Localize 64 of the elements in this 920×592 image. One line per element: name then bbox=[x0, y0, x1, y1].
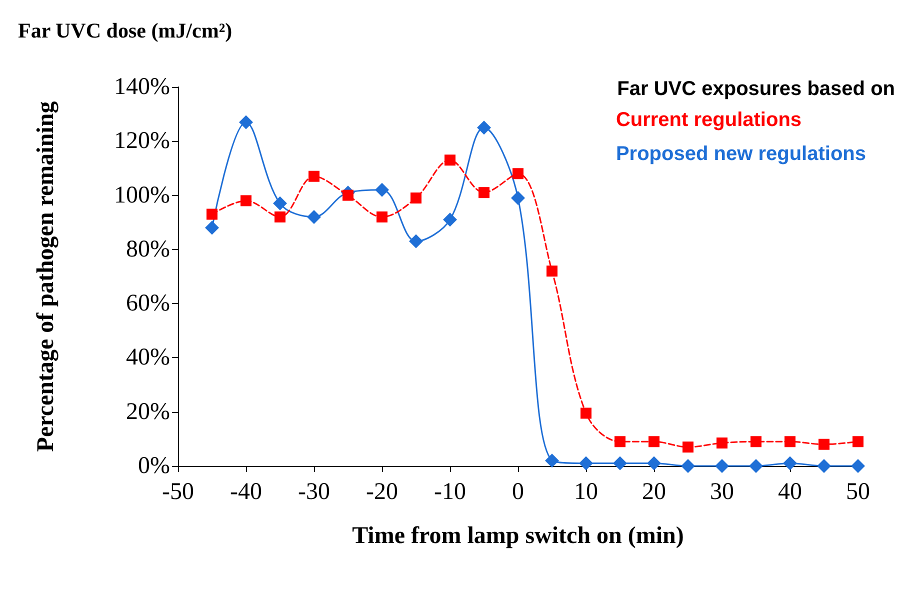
point bbox=[205, 220, 219, 235]
y-axis-title: Percentage of pathogen remaining bbox=[33, 101, 59, 452]
point bbox=[681, 459, 695, 473]
text: Far UVC dose (mJ/cm²) bbox=[18, 18, 232, 42]
point bbox=[273, 196, 287, 210]
point bbox=[342, 190, 354, 201]
legend-title: Far UVC exposures based on bbox=[617, 78, 896, 100]
point bbox=[206, 208, 218, 220]
x-axis-title: Time from lamp switch on (min) bbox=[352, 523, 684, 549]
x-tick-label: -50 bbox=[162, 479, 194, 505]
point bbox=[580, 408, 592, 419]
point bbox=[274, 211, 286, 222]
y-tick-label: 120% bbox=[114, 128, 170, 154]
x-tick-label: 10 bbox=[574, 479, 598, 505]
x-tick-label: 50 bbox=[846, 479, 870, 505]
point bbox=[716, 437, 728, 448]
point bbox=[308, 170, 320, 182]
point bbox=[648, 436, 660, 448]
point bbox=[240, 195, 252, 206]
point bbox=[307, 210, 321, 224]
text: Current regulations bbox=[616, 109, 802, 131]
y-tick-label: 20% bbox=[126, 398, 170, 425]
y-tick-label: 0% bbox=[138, 453, 170, 479]
point bbox=[750, 436, 762, 448]
x-tick-label: 30 bbox=[710, 479, 734, 505]
x-tick-label: 20 bbox=[642, 479, 666, 505]
y-tick-label: 100% bbox=[114, 182, 170, 208]
point bbox=[682, 442, 694, 453]
point bbox=[851, 459, 865, 473]
point bbox=[749, 459, 763, 473]
point bbox=[817, 459, 831, 473]
text: Proposed new regulations bbox=[616, 143, 866, 165]
point bbox=[512, 168, 524, 180]
x-tick-label: 40 bbox=[778, 479, 802, 505]
x-tick-label: -10 bbox=[434, 479, 466, 505]
point bbox=[715, 459, 729, 473]
point bbox=[410, 192, 422, 204]
point bbox=[375, 182, 389, 197]
x-tick-label: 0 bbox=[512, 479, 524, 505]
point bbox=[239, 115, 253, 130]
y-tick-label: 40% bbox=[126, 344, 170, 371]
point bbox=[443, 212, 457, 227]
point bbox=[376, 211, 388, 222]
y-tick-label: 60% bbox=[126, 290, 170, 317]
point bbox=[444, 154, 456, 166]
point bbox=[647, 456, 661, 470]
point bbox=[511, 190, 525, 205]
point bbox=[579, 456, 593, 470]
point bbox=[783, 456, 797, 470]
point bbox=[409, 234, 423, 248]
point bbox=[613, 456, 627, 470]
point bbox=[546, 266, 558, 277]
point bbox=[545, 454, 559, 468]
x-tick-label: -40 bbox=[230, 479, 262, 505]
x-tick-label: -20 bbox=[366, 479, 398, 505]
x-tick-label: -30 bbox=[298, 479, 330, 505]
point bbox=[478, 187, 490, 198]
point bbox=[614, 436, 626, 448]
point bbox=[477, 120, 491, 135]
point bbox=[818, 438, 830, 450]
point bbox=[784, 436, 796, 448]
y-tick-label: 80% bbox=[126, 236, 170, 262]
y-tick-label: 140% bbox=[114, 74, 170, 100]
point bbox=[852, 436, 864, 448]
